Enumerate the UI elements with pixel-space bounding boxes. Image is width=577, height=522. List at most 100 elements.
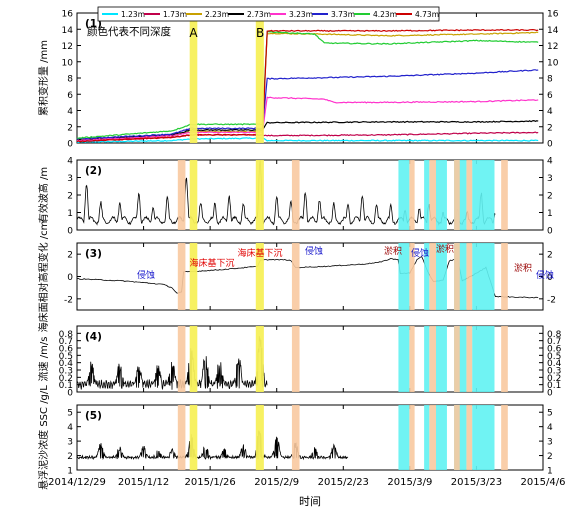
yellow-band-1-panel-5 [189, 405, 198, 470]
yellow-band-1-panel-1 [189, 13, 198, 143]
orange-band-3-panel-5 [409, 405, 415, 470]
series-line-trace [76, 336, 268, 391]
panel-5: 1 1 2 2 3 3 4 4 5 5 (5) 悬浮泥沙浓度 SSC /g/L [37, 385, 553, 490]
cyan-band-5-panel-5 [472, 405, 495, 470]
cyan-band-1-panel-4 [398, 326, 410, 392]
legend-label: 4.23m [373, 10, 397, 19]
series-line-1.23m [76, 137, 539, 144]
y-tick-label-right: 8 [547, 75, 553, 85]
panel-label: (3) [85, 248, 102, 260]
y-tick-label: 1 [67, 209, 73, 219]
x-tick-label: 2015/2/9 [254, 477, 299, 488]
x-tick-label: 2015/1/12 [118, 477, 169, 488]
orange-band-3-panel-4 [409, 326, 415, 392]
yellow-band-2-panel-2 [255, 160, 264, 230]
legend-label: 1.73m [163, 10, 187, 19]
y-tick-label: 0 [67, 389, 73, 399]
orange-band-2-panel-3 [291, 243, 300, 310]
yellow-band-1-panel-3 [189, 243, 198, 310]
y-tick-label: 6 [67, 91, 73, 101]
x-tick-label: 2015/3/9 [387, 477, 432, 488]
yellow-band-1-panel-2 [189, 160, 198, 230]
y-tick-label-right: 0 [547, 227, 553, 237]
series-line-trace [76, 430, 349, 461]
y-tick-label-right: 0.6 [547, 345, 562, 355]
series-line-2.23m [76, 31, 539, 142]
y-tick-label-right: 1 [547, 209, 553, 219]
series-line-3.73m [76, 69, 539, 140]
cyan-band-2-panel-5 [424, 405, 430, 470]
y-tick-label-right: 2 [547, 123, 553, 133]
x-tick-label: 2015/1/26 [185, 477, 236, 488]
cyan-band-1-panel-5 [398, 405, 410, 470]
y-tick-label-right: 0.4 [547, 359, 562, 369]
y-axis-label: 悬浮泥沙浓度 SSC /g/L [37, 385, 50, 490]
y-tick-label: 0.5 [59, 352, 73, 362]
orange-band-6-panel-5 [466, 405, 473, 470]
y-tick-label: 2 [67, 452, 73, 462]
y-tick-label: 4 [67, 423, 73, 433]
annotation-label: 淤积 [436, 243, 454, 255]
legend-label: 4.73m [415, 10, 439, 19]
y-tick-label-right: -2 [547, 295, 556, 305]
series-line-4.73m [76, 28, 539, 143]
legend: 1.23m 1.73m 2.23m 2.73m 3.23m 3.73m 4.23m 4.73m [97, 6, 440, 22]
y-tick-label-right: 2 [547, 251, 553, 261]
annotation-A: A [189, 26, 198, 40]
orange-band-1-panel-3 [177, 243, 186, 310]
y-tick-label: 8 [67, 75, 73, 85]
orange-band-4-panel-2 [429, 160, 437, 230]
legend-box [97, 6, 440, 22]
orange-band-7-panel-3 [501, 243, 508, 310]
y-tick-label: 4 [67, 107, 73, 117]
cyan-band-5-panel-4 [472, 326, 495, 392]
y-tick-label-right: 0 [547, 273, 553, 283]
y-tick-label-right: 0.1 [547, 381, 561, 391]
y-axis-label: 有效波高 /m [37, 167, 50, 223]
orange-band-4-panel-5 [429, 405, 437, 470]
chart-note: 颜色代表不同深度 [87, 25, 171, 38]
annotation-label: 海床基下沉 [189, 257, 234, 269]
y-tick-label-right: 0.3 [547, 367, 561, 377]
y-axis-label: 流速 /m/s [37, 337, 50, 382]
y-tick-label-right: 0.7 [547, 337, 561, 347]
x-tick-label: 2014/12/29 [48, 477, 106, 488]
y-tick-label: 14 [62, 26, 74, 36]
cyan-band-5-panel-2 [472, 160, 495, 230]
x-axis-label: 时间 [299, 495, 321, 508]
panel-4: 0 00.1 0.10.2 0.20.3 0.30.4 0.40.5 0.50.6 0.60.… [37, 325, 562, 399]
legend-label: 3.23m [289, 10, 313, 19]
cyan-band-3-panel-2 [436, 160, 447, 230]
y-tick-label: 0.8 [59, 330, 74, 340]
orange-band-7-panel-5 [501, 405, 508, 470]
cyan-band-5-panel-3 [472, 243, 495, 310]
y-tick-label-right: 14 [547, 26, 559, 36]
orange-band-3-panel-3 [409, 243, 415, 310]
y-tick-label: 2 [67, 192, 73, 202]
y-tick-label-right: 0 [547, 389, 553, 399]
cyan-band-2-panel-3 [424, 243, 430, 310]
y-tick-label: 10 [62, 58, 74, 68]
y-tick-label-right: 0 [547, 140, 553, 150]
x-tick-label: 2015/4/6 [521, 477, 566, 488]
y-tick-label-right: 2 [547, 192, 553, 202]
annotation-label: 淤积 [384, 245, 402, 257]
y-tick-label-right: 12 [547, 42, 558, 52]
y-tick-label-right: 5 [547, 409, 553, 419]
annotation-B: B [256, 26, 264, 40]
orange-band-5-panel-2 [454, 160, 460, 230]
y-tick-label: 0.3 [59, 367, 73, 377]
series-line-4.23m [76, 30, 539, 139]
y-tick-label: 0.1 [59, 381, 73, 391]
y-tick-label: 3 [67, 438, 73, 448]
series-line-3.23m [76, 96, 539, 142]
orange-band-4-panel-4 [429, 326, 437, 392]
legend-label: 2.23m [205, 10, 229, 19]
panel-label: (4) [85, 331, 102, 343]
y-tick-label: 12 [62, 42, 73, 52]
y-tick-label: -2 [64, 295, 73, 305]
orange-band-1-panel-5 [177, 405, 186, 470]
y-tick-label: 0.6 [59, 345, 74, 355]
y-tick-label-right: 0.8 [547, 330, 562, 340]
